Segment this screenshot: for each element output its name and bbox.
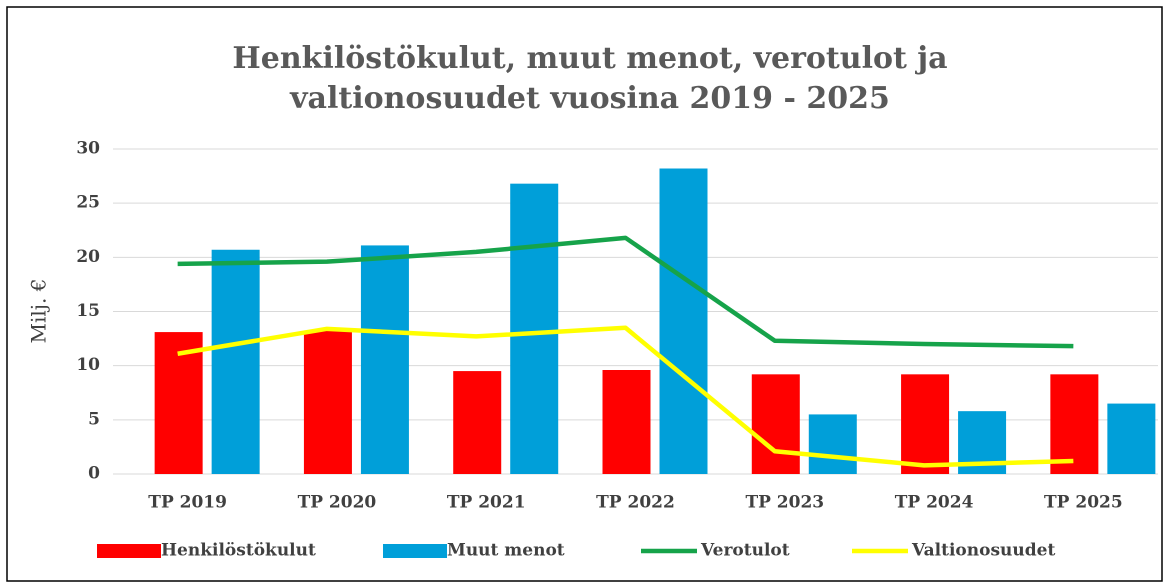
x-tick-label: TP 2025: [1044, 493, 1123, 513]
y-tick-label: 0: [88, 464, 100, 484]
legend-label: Valtionosuudet: [911, 541, 1055, 561]
bar: [303, 331, 352, 474]
x-tick-label: TP 2020: [298, 493, 377, 513]
bar: [510, 183, 559, 474]
y-axis-label: Milj. €: [27, 279, 51, 344]
bar: [1107, 403, 1156, 474]
legend-label: Henkilöstökulut: [161, 541, 316, 561]
legend-swatch: [97, 544, 161, 558]
bar: [602, 370, 651, 474]
y-tick-label: 30: [76, 139, 100, 159]
x-tick-label: TP 2022: [596, 493, 675, 513]
line: [177, 325, 1074, 468]
x-tick-label: TP 2021: [447, 493, 526, 513]
y-tick-label: 20: [76, 247, 100, 267]
legend-swatch: [383, 544, 447, 558]
y-tick-label: 10: [76, 355, 100, 375]
line: [177, 235, 1074, 349]
y-tick-label: 15: [76, 301, 100, 321]
x-tick-label: TP 2024: [895, 493, 974, 513]
y-tick-label: 25: [76, 193, 100, 213]
legend-label: Verotulot: [700, 541, 790, 561]
bar: [360, 245, 409, 474]
bar: [659, 168, 708, 474]
bar: [211, 249, 260, 474]
x-tick-label: TP 2023: [745, 493, 824, 513]
chart-border: [6, 6, 1163, 582]
bar: [453, 371, 502, 474]
y-tick-label: 5: [88, 409, 100, 429]
chart-title: Henkilöstökulut, muut menot, verotulot j…: [232, 41, 947, 76]
bar: [901, 374, 950, 474]
legend-label: Muut menot: [447, 541, 565, 561]
bar: [808, 414, 857, 474]
x-tick-label: TP 2019: [148, 493, 227, 513]
chart-title: valtionosuudet vuosina 2019 - 2025: [289, 81, 890, 116]
bar: [1050, 374, 1099, 474]
bar: [751, 374, 800, 474]
